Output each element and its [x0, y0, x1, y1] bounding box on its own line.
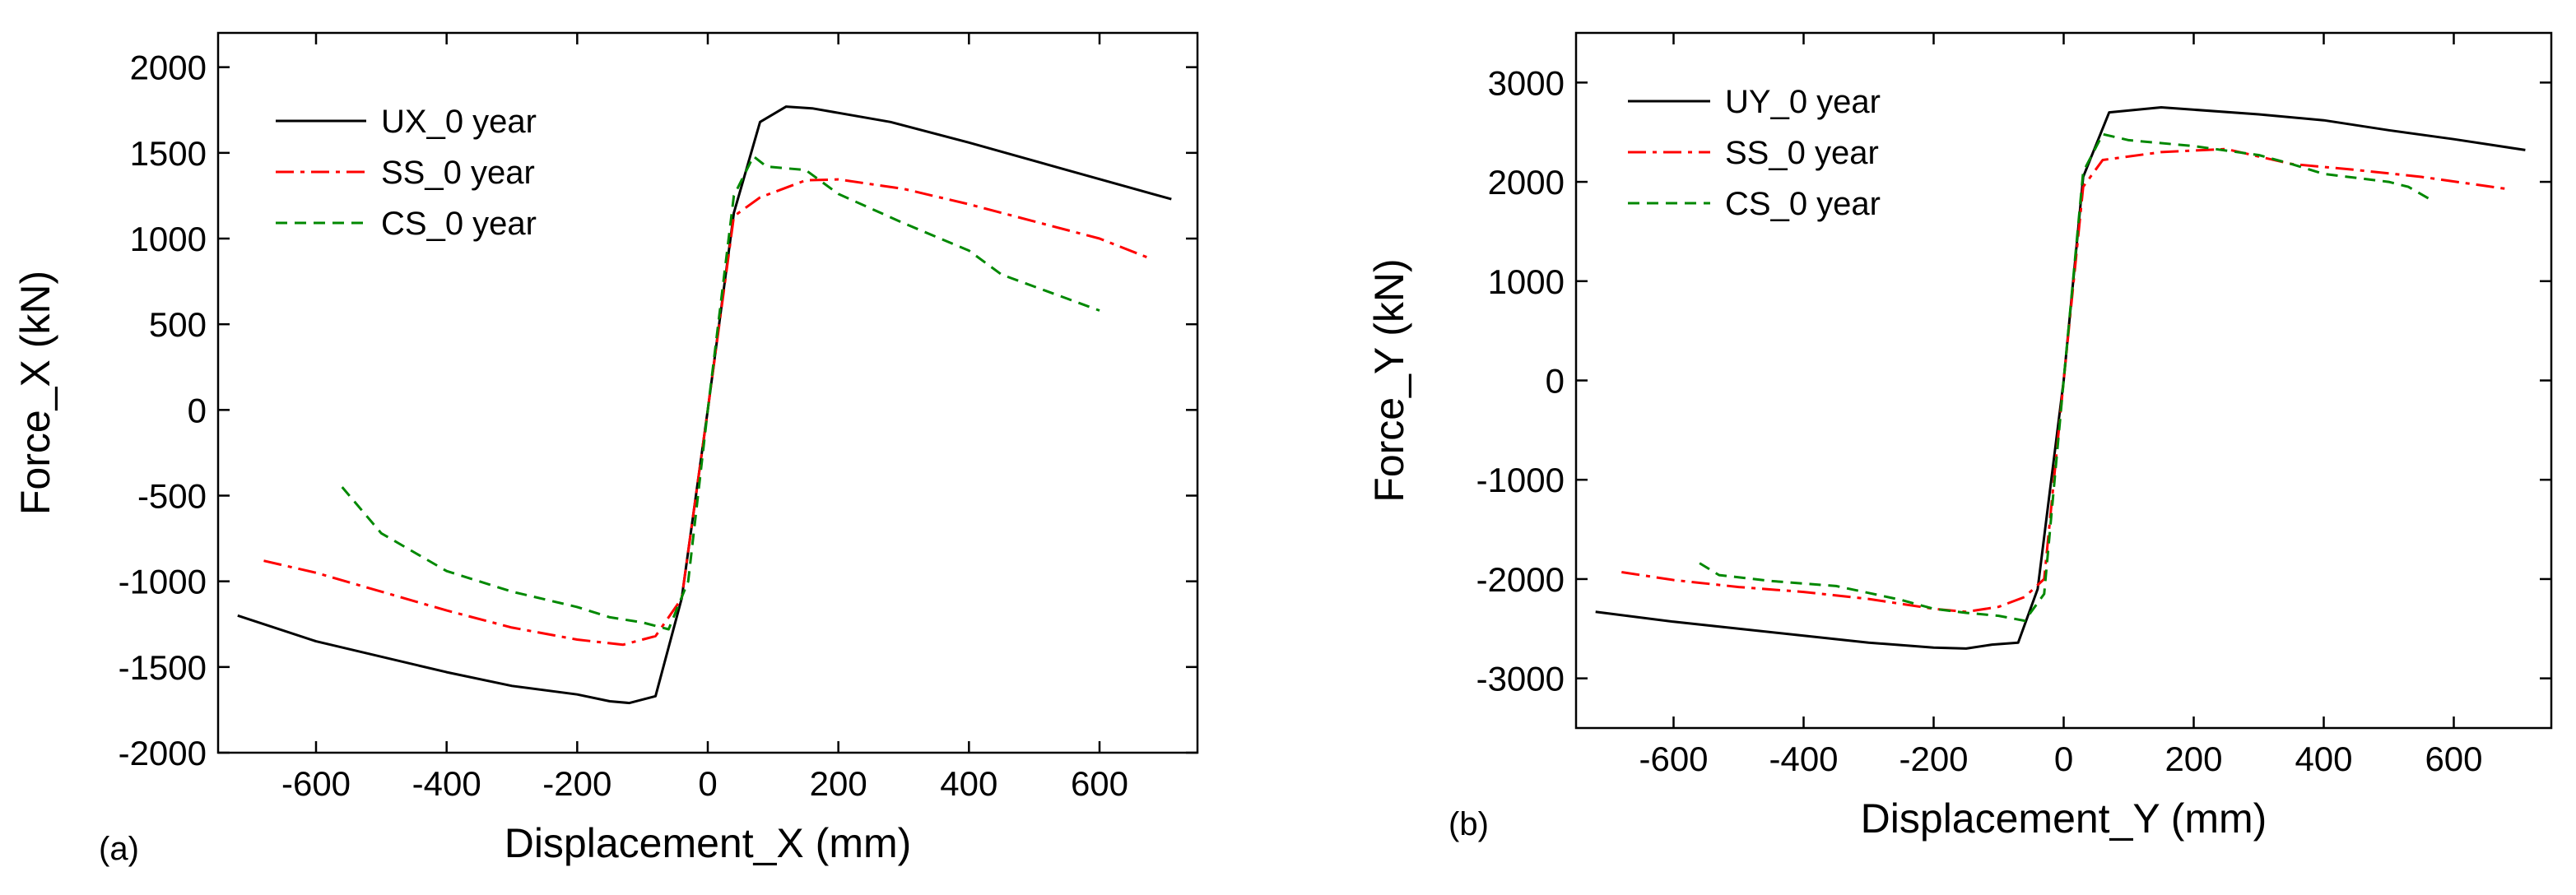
- y-tick-label: -2000: [119, 734, 207, 772]
- y-tick-label: 3000: [1488, 63, 1565, 102]
- panel-label: (b): [1448, 806, 1489, 842]
- y-tick-label: 0: [1546, 362, 1565, 401]
- y-tick-label: 1000: [1488, 262, 1565, 301]
- x-tick-label: 200: [2164, 740, 2222, 778]
- legend-label: UY_0 year: [1725, 84, 1881, 120]
- y-tick-label: 1000: [130, 220, 207, 258]
- y-tick-label: -1000: [1476, 461, 1565, 499]
- y-tick-label: -500: [137, 477, 207, 516]
- y-tick-label: -1500: [119, 648, 207, 687]
- x-axis-label: Displacement_X (mm): [505, 820, 912, 866]
- y-tick-label: 2000: [130, 49, 207, 87]
- series-line-cs-0-year: [1699, 132, 2435, 623]
- legend-label: UX_0 year: [381, 104, 537, 140]
- x-tick-label: 0: [2054, 740, 2073, 778]
- y-axis-label: Force_Y (kN): [1366, 258, 1412, 502]
- chart-panel-a: -600 -400 -200 0 200 400 600-2000-1500-1000-50…: [12, 31, 1199, 867]
- y-tick-label: 0: [188, 391, 207, 429]
- x-tick-label: -400: [412, 764, 481, 803]
- series-line-cs-0-year: [341, 155, 1100, 631]
- y-tick-label: -3000: [1476, 660, 1565, 698]
- x-tick-label: -200: [542, 764, 611, 803]
- x-tick-label: -600: [1639, 740, 1708, 778]
- legend-label: CS_0 year: [381, 206, 537, 242]
- x-tick-label: 400: [940, 764, 997, 803]
- x-tick-label: 0: [698, 764, 717, 803]
- y-axis-label: Force_X (kN): [12, 271, 58, 515]
- x-axis-label: Displacement_Y (mm): [1861, 795, 2267, 842]
- plot-frame: [216, 31, 1199, 754]
- x-tick-label: -400: [1769, 740, 1838, 778]
- panel-label: (a): [99, 831, 139, 867]
- x-tick-label: -200: [1899, 740, 1968, 778]
- series-line-uy-0-year: [1595, 106, 2526, 650]
- y-tick-label: -2000: [1476, 560, 1565, 599]
- x-tick-label: 200: [810, 764, 867, 803]
- series-line-ux-0-year: [237, 105, 1172, 705]
- x-tick-label: 600: [1071, 764, 1128, 803]
- y-tick-label: 1500: [130, 134, 207, 173]
- legend-label: SS_0 year: [381, 155, 535, 191]
- y-tick-label: -1000: [119, 563, 207, 601]
- legend-label: SS_0 year: [1725, 135, 1879, 171]
- x-tick-label: 400: [2295, 740, 2352, 778]
- chart-panel-b: -600 -400 -200 0 200 400 600-3000-2000-1000010…: [1366, 31, 2553, 842]
- y-tick-label: 2000: [1488, 163, 1565, 202]
- legend-label: CS_0 year: [1725, 186, 1881, 222]
- x-tick-label: 600: [2425, 740, 2482, 778]
- x-tick-label: -600: [281, 764, 351, 803]
- y-tick-label: 500: [149, 305, 207, 344]
